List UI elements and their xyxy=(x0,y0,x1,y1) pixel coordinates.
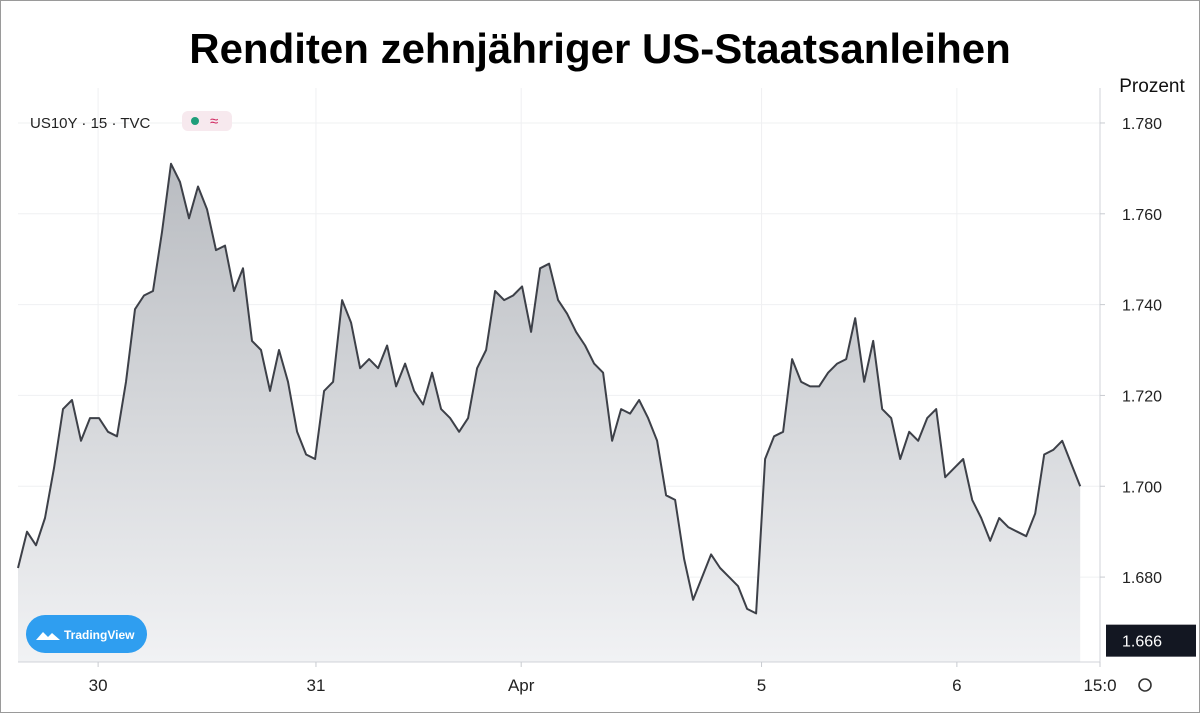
brand-badge[interactable] xyxy=(26,615,147,653)
price-line xyxy=(17,162,1082,615)
x-tick-label: 6 xyxy=(952,676,961,695)
status-icon: ≈ xyxy=(210,113,218,130)
x-tick-label: 30 xyxy=(89,676,108,695)
price-label: 1.666 xyxy=(1122,634,1162,651)
chart-title: Renditen zehnjähriger US-Staatsanleihen xyxy=(189,25,1011,72)
y-tick-label: 1.760 xyxy=(1122,207,1162,224)
x-tick-label: 31 xyxy=(306,676,325,695)
settings-icon[interactable] xyxy=(1138,678,1152,692)
x-tick-label: Apr xyxy=(508,676,535,695)
y-tick-label: 1.720 xyxy=(1122,388,1162,405)
area-fill xyxy=(18,163,1081,663)
status-dot xyxy=(191,117,199,125)
y-tick-label: 1.780 xyxy=(1122,116,1162,133)
y-tick-label: 1.680 xyxy=(1122,570,1162,587)
x-tick-label: 5 xyxy=(757,676,766,695)
status-badge xyxy=(182,111,232,131)
brand-label: TradingView xyxy=(64,628,135,642)
y-tick-label: 1.740 xyxy=(1122,298,1162,315)
x-tick-label: 15:0 xyxy=(1083,676,1116,695)
y-tick-label: 1.700 xyxy=(1122,479,1162,496)
symbol-label: US10Y · 15 · TVC xyxy=(30,115,150,132)
price-label-box xyxy=(1106,624,1196,657)
brand-icon xyxy=(36,632,60,640)
y-axis-label: Prozent xyxy=(1119,76,1185,97)
